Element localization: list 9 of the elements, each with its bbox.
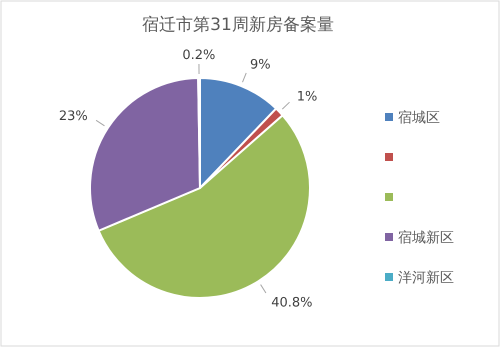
data-label: 40.8% <box>271 296 313 311</box>
data-label: 9% <box>250 58 271 73</box>
legend-label: 宿城区 <box>398 110 440 126</box>
legend-label: 洋河新区 <box>398 270 454 286</box>
data-label: 23% <box>58 108 88 124</box>
data-label: 0.2% <box>182 48 216 64</box>
data-label: 1% <box>296 89 318 104</box>
legend-label: 宿城新区 <box>398 230 454 246</box>
chart-title: 宿迁市第31周新房备案量 <box>142 15 334 35</box>
